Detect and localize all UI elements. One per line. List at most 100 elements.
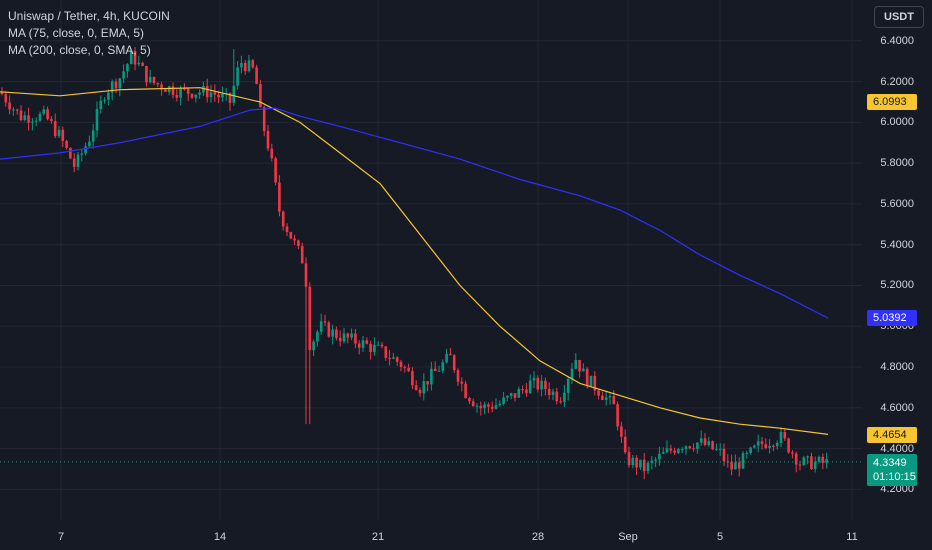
candle	[118, 77, 122, 97]
candle	[278, 175, 281, 217]
candle	[316, 329, 319, 347]
indicator-ema-label[interactable]: MA (75, close, 0, EMA, 5)	[8, 26, 145, 40]
candle	[612, 390, 616, 405]
y-tick-label: 5.8000	[880, 157, 914, 170]
candle	[209, 84, 213, 103]
candle	[335, 326, 338, 341]
candle	[479, 401, 483, 416]
candle	[262, 105, 266, 137]
candle	[274, 156, 277, 186]
candle	[525, 383, 528, 397]
candle	[563, 384, 566, 407]
candle	[665, 440, 669, 454]
candle	[772, 444, 775, 452]
candle	[502, 391, 505, 406]
chart-title: Uniswap / Tether, 4h, KUCOIN	[8, 9, 170, 23]
candle	[198, 89, 201, 99]
candle	[392, 352, 395, 360]
candle	[715, 443, 718, 451]
candle	[669, 444, 673, 454]
candle	[80, 149, 84, 162]
sma-price-tag: 5.0392	[867, 310, 917, 327]
candle	[506, 395, 509, 402]
candle	[722, 443, 726, 466]
last-price-value: 4.3349	[873, 456, 907, 469]
candle	[593, 371, 597, 396]
candle	[737, 457, 741, 477]
indicator-sma-label[interactable]: MA (200, close, 0, SMA, 5)	[8, 43, 151, 57]
candle	[620, 421, 623, 444]
candle	[718, 443, 722, 457]
candle	[266, 124, 270, 152]
y-tick-label: 4.4000	[880, 442, 914, 455]
candle	[806, 455, 809, 465]
candle	[730, 454, 733, 476]
candle	[270, 143, 274, 162]
candle	[821, 453, 825, 470]
candle	[540, 375, 543, 397]
candle	[635, 455, 638, 475]
candle	[186, 88, 190, 101]
candle	[528, 374, 532, 394]
candle	[692, 443, 695, 452]
candle	[696, 441, 699, 454]
candle	[0, 87, 4, 96]
candle	[559, 397, 562, 404]
candle	[103, 97, 106, 104]
candle	[775, 440, 779, 450]
candle	[582, 363, 585, 372]
candle	[281, 210, 285, 231]
candle	[133, 46, 137, 71]
currency-button[interactable]: USDT	[874, 6, 924, 28]
candle	[684, 445, 688, 455]
candle	[399, 359, 403, 372]
ema-price-tag-2: 4.4654	[867, 427, 917, 444]
candle	[126, 63, 129, 78]
candle	[50, 116, 53, 124]
y-tick-label: 4.6000	[880, 401, 914, 414]
candle	[760, 436, 764, 450]
candle	[350, 328, 353, 341]
candle	[380, 342, 384, 349]
candle	[673, 447, 676, 455]
candle	[658, 446, 661, 466]
candle	[61, 126, 65, 148]
candle	[791, 450, 794, 459]
candle	[171, 82, 175, 99]
candle	[179, 85, 182, 106]
candle	[110, 79, 114, 101]
candle	[373, 337, 376, 356]
y-tick-label: 4.2000	[880, 483, 914, 496]
candle	[300, 242, 304, 264]
candle	[475, 403, 479, 413]
candle	[53, 113, 57, 139]
candle	[430, 361, 433, 391]
candle	[190, 93, 194, 100]
candle	[661, 447, 665, 455]
candle	[578, 359, 581, 378]
ema-price-tag: 6.0993	[867, 94, 917, 111]
candle	[487, 402, 490, 414]
candle	[91, 124, 95, 149]
candle	[456, 368, 460, 386]
candle	[494, 398, 498, 410]
candle	[787, 437, 790, 454]
candle	[357, 340, 361, 355]
candle	[57, 125, 61, 139]
candle	[4, 90, 8, 107]
candle	[418, 387, 422, 397]
candle	[437, 365, 441, 372]
candle	[46, 106, 49, 121]
y-tick-label: 4.8000	[880, 361, 914, 374]
candle	[304, 257, 308, 425]
candle	[403, 365, 407, 373]
candle	[183, 83, 186, 91]
candle	[570, 362, 574, 385]
candle	[213, 84, 217, 103]
candle	[703, 433, 707, 447]
candle	[27, 107, 30, 131]
candle	[145, 65, 148, 87]
candle	[414, 380, 418, 391]
candle	[726, 453, 730, 468]
